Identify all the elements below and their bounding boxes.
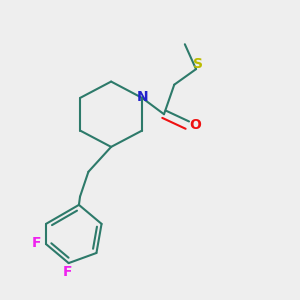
Text: F: F	[32, 236, 41, 250]
Text: S: S	[193, 56, 202, 70]
Text: N: N	[137, 90, 149, 104]
Text: O: O	[189, 118, 201, 132]
Text: F: F	[62, 265, 72, 279]
